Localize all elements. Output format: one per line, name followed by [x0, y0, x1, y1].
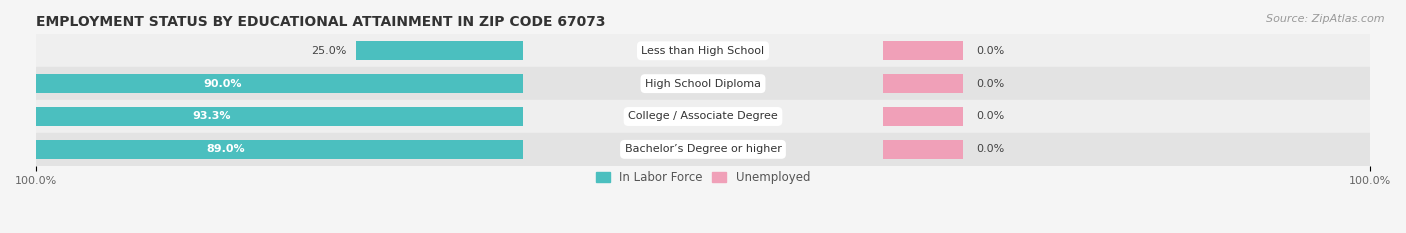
Bar — [0, 107, 523, 126]
Bar — [37, 34, 1369, 67]
Text: 0.0%: 0.0% — [976, 144, 1005, 154]
Text: 25.0%: 25.0% — [311, 46, 346, 56]
Text: 90.0%: 90.0% — [204, 79, 242, 89]
Text: Source: ZipAtlas.com: Source: ZipAtlas.com — [1267, 14, 1385, 24]
Text: High School Diploma: High School Diploma — [645, 79, 761, 89]
Text: Bachelor’s Degree or higher: Bachelor’s Degree or higher — [624, 144, 782, 154]
Text: 0.0%: 0.0% — [976, 46, 1005, 56]
Text: Less than High School: Less than High School — [641, 46, 765, 56]
Bar — [883, 74, 963, 93]
Text: 0.0%: 0.0% — [976, 79, 1005, 89]
Bar — [37, 100, 1369, 133]
Legend: In Labor Force, Unemployed: In Labor Force, Unemployed — [591, 166, 815, 189]
Text: 89.0%: 89.0% — [207, 144, 246, 154]
Bar — [0, 140, 523, 159]
Text: 0.0%: 0.0% — [976, 112, 1005, 121]
Bar — [0, 74, 523, 93]
Bar — [883, 41, 963, 60]
Bar — [37, 67, 1369, 100]
Text: 93.3%: 93.3% — [193, 112, 231, 121]
Bar — [37, 133, 1369, 166]
Text: College / Associate Degree: College / Associate Degree — [628, 112, 778, 121]
Text: EMPLOYMENT STATUS BY EDUCATIONAL ATTAINMENT IN ZIP CODE 67073: EMPLOYMENT STATUS BY EDUCATIONAL ATTAINM… — [37, 15, 606, 29]
Bar — [883, 107, 963, 126]
Bar — [883, 140, 963, 159]
Bar — [356, 41, 523, 60]
